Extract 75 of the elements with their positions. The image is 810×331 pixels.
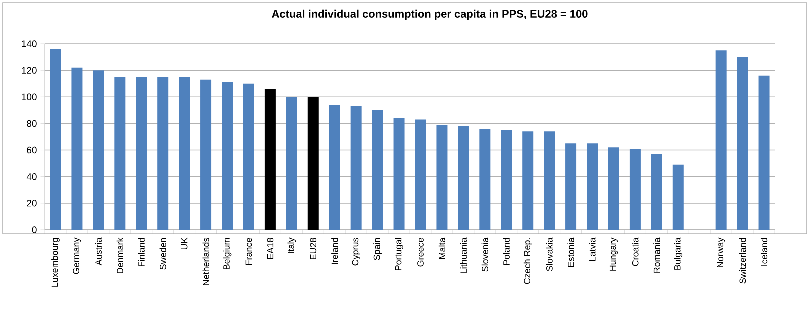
bar bbox=[93, 70, 104, 230]
x-tick-label: Luxembourg bbox=[52, 238, 60, 287]
bar bbox=[458, 126, 470, 230]
bar bbox=[480, 129, 491, 230]
bar bbox=[114, 77, 126, 230]
bar bbox=[222, 82, 234, 230]
x-tick-label: Portugal bbox=[395, 238, 404, 270]
y-tick-label: 80 bbox=[27, 120, 37, 128]
bar bbox=[372, 110, 384, 230]
x-tick-label: Hungary bbox=[610, 238, 618, 271]
bar bbox=[415, 120, 426, 230]
y-tick-label: 100 bbox=[22, 94, 37, 100]
x-tick-label: Estonia bbox=[568, 238, 574, 267]
x-tick-label: Belgium bbox=[223, 238, 232, 270]
x-tick-label: Poland bbox=[503, 238, 510, 265]
y-tick-label: 60 bbox=[27, 146, 37, 154]
x-tick-label: Greece bbox=[418, 238, 424, 267]
bar bbox=[716, 50, 727, 230]
bar bbox=[179, 77, 190, 230]
bar bbox=[544, 132, 556, 230]
y-tick-label: 20 bbox=[27, 200, 37, 207]
x-tick-label: EU28 bbox=[310, 238, 317, 260]
bar bbox=[243, 84, 254, 230]
x-tick-label: EA18 bbox=[267, 238, 274, 259]
bar bbox=[308, 97, 319, 230]
x-tick-label: France bbox=[246, 238, 252, 265]
x-tick-label: UK bbox=[181, 238, 188, 250]
bar bbox=[566, 144, 577, 230]
bar bbox=[200, 80, 212, 230]
x-tick-label: Slovenia bbox=[482, 238, 488, 272]
x-tick-label: Iceland bbox=[760, 238, 768, 266]
x-tick-label: Lithuania bbox=[460, 238, 467, 274]
bar bbox=[50, 49, 62, 230]
x-tick-label: Czech Rep. bbox=[524, 238, 532, 284]
bar bbox=[608, 148, 620, 230]
bar bbox=[587, 144, 598, 230]
bar bbox=[72, 68, 83, 230]
bar bbox=[522, 132, 534, 230]
bar bbox=[630, 148, 641, 230]
x-tick-label: Switzerland bbox=[740, 238, 746, 284]
bar bbox=[264, 89, 276, 230]
bar bbox=[350, 106, 362, 230]
x-tick-label: Netherlands bbox=[202, 238, 210, 286]
x-tick-label: Austria bbox=[95, 238, 102, 266]
bar bbox=[158, 77, 169, 230]
y-tick-label: 40 bbox=[26, 174, 37, 180]
bar bbox=[651, 154, 662, 230]
x-tick-label: Slovakia bbox=[546, 238, 553, 272]
bar bbox=[394, 118, 405, 230]
y-tick-label: 0 bbox=[32, 226, 37, 234]
x-tick-label: Ireland bbox=[332, 238, 338, 264]
bar bbox=[286, 97, 298, 230]
x-tick-label: Malta bbox=[438, 238, 446, 259]
chart-title: Actual individual consumption per capita in PPS, EU28 = 100 bbox=[272, 10, 588, 20]
x-tick-label: Spain bbox=[374, 238, 382, 260]
x-tick-label: Italy bbox=[288, 238, 296, 254]
x-tick-label: Denmark bbox=[116, 238, 124, 274]
x-tick-label: Germany bbox=[73, 238, 82, 274]
x-tick-label: Finland bbox=[138, 238, 145, 266]
y-tick-label: 120 bbox=[22, 67, 37, 74]
bar bbox=[436, 125, 448, 230]
x-tick-label: Bulgaria bbox=[674, 238, 683, 270]
bar bbox=[672, 164, 684, 230]
x-tick-label: Norway bbox=[717, 238, 726, 268]
bar bbox=[501, 130, 512, 230]
x-tick-label: Croatia bbox=[632, 238, 639, 266]
bar bbox=[329, 105, 340, 230]
x-tick-label: Sweden bbox=[160, 238, 166, 270]
bar bbox=[758, 76, 770, 230]
x-tick-label: Cyprus bbox=[352, 238, 360, 266]
x-tick-label: Latvia bbox=[589, 238, 596, 261]
y-tick-label: 140 bbox=[22, 40, 37, 48]
x-tick-label: Romania bbox=[654, 238, 660, 273]
bar bbox=[136, 77, 148, 230]
bar bbox=[737, 57, 748, 230]
